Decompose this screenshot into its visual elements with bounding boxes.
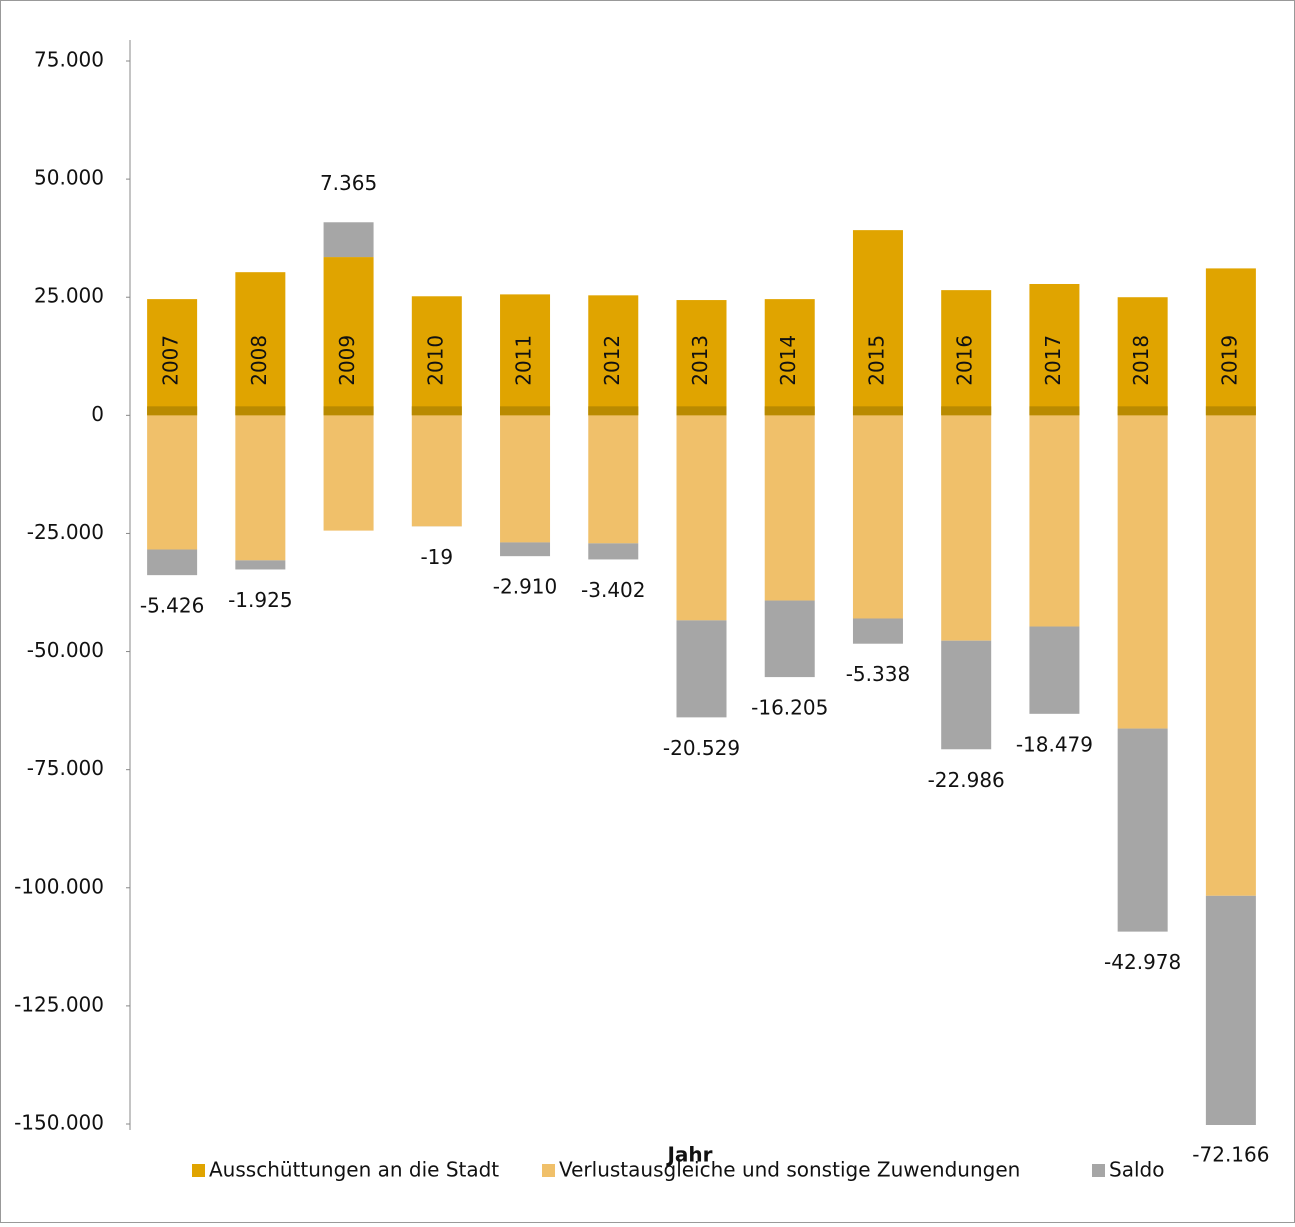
y-tick-label: 0: [91, 402, 104, 426]
bar-segment: [147, 415, 197, 549]
bar-segment: [1118, 729, 1168, 932]
bar-segment: [1029, 627, 1079, 714]
category-label: 2013: [688, 335, 712, 386]
data-label: -20.529: [663, 736, 740, 760]
y-tick-label: 50.000: [34, 166, 104, 190]
zero-band: [235, 406, 285, 415]
zero-band: [588, 406, 638, 415]
y-tick-label: 25.000: [34, 284, 104, 308]
zero-band: [765, 406, 815, 415]
bar-segment: [853, 230, 903, 415]
zero-band: [941, 406, 991, 415]
category-label: 2011: [512, 335, 536, 386]
bar-segment: [500, 415, 550, 542]
bar-segment: [677, 415, 727, 620]
zero-band: [412, 406, 462, 415]
zero-band: [500, 406, 550, 415]
category-label: 2019: [1217, 335, 1241, 386]
zero-band: [1029, 406, 1079, 415]
bar-segment: [588, 415, 638, 543]
y-tick-label: -50.000: [27, 638, 104, 662]
bar-segment: [1206, 415, 1256, 895]
category-label: 2017: [1041, 335, 1065, 386]
bar-segment: [324, 415, 374, 530]
zero-band: [677, 406, 727, 415]
bar-segment: [235, 560, 285, 569]
data-label: -2.910: [493, 575, 557, 599]
legend-swatch: [1092, 1164, 1105, 1177]
category-label: 2018: [1129, 335, 1153, 386]
y-tick-label: -25.000: [27, 520, 104, 544]
y-tick-label: -100.000: [14, 874, 104, 898]
data-label: -42.978: [1104, 950, 1181, 974]
category-label: 2008: [247, 335, 271, 386]
bar-segment: [235, 415, 285, 560]
bar-segment: [500, 542, 550, 556]
bar-segment: [1118, 415, 1168, 728]
zero-band: [324, 406, 374, 415]
data-label: -19: [420, 545, 453, 569]
legend-label: Saldo: [1109, 1158, 1164, 1182]
y-tick-label: -75.000: [27, 756, 104, 780]
bar-segment: [677, 620, 727, 717]
data-label: -5.426: [140, 594, 204, 618]
bar-segment: [853, 618, 903, 643]
legend-label: Ausschüttungen an die Stadt: [209, 1158, 499, 1182]
y-tick-label: 75.000: [34, 48, 104, 72]
category-label: 2010: [423, 335, 447, 386]
y-tick-label: -125.000: [14, 992, 104, 1016]
data-label: -3.402: [581, 578, 645, 602]
data-label: -5.338: [846, 662, 910, 686]
bar-segment: [412, 415, 462, 526]
bar-segment: [588, 543, 638, 559]
bar-segment: [1029, 415, 1079, 626]
data-label: -72.166: [1192, 1143, 1269, 1167]
zero-band: [147, 406, 197, 415]
category-label: 2016: [953, 335, 977, 386]
legend-label: Verlustausgleiche und sonstige Zuwendung…: [559, 1158, 1020, 1182]
zero-band: [1118, 406, 1168, 415]
zero-band: [853, 406, 903, 415]
category-label: 2012: [600, 335, 624, 386]
data-label: 7.365: [320, 171, 377, 195]
legend-swatch: [542, 1164, 555, 1177]
category-label: 2014: [776, 335, 800, 386]
bar-segment: [324, 222, 374, 257]
bar-segment: [765, 601, 815, 678]
data-label: -1.925: [228, 588, 292, 612]
bar-segment: [147, 550, 197, 576]
data-label: -18.479: [1016, 732, 1093, 756]
y-tick-label: -150.000: [14, 1111, 104, 1135]
data-label: -16.205: [751, 696, 828, 720]
bar-segment: [941, 415, 991, 640]
category-label: 2009: [335, 335, 359, 386]
category-label: 2015: [864, 335, 888, 386]
bar-segment: [853, 415, 903, 618]
bar-segment: [765, 415, 815, 600]
bar-segment: [941, 641, 991, 750]
data-label: -22.986: [928, 768, 1005, 792]
legend-swatch: [192, 1164, 205, 1177]
zero-band: [1206, 406, 1256, 415]
category-label: 2007: [159, 335, 183, 386]
